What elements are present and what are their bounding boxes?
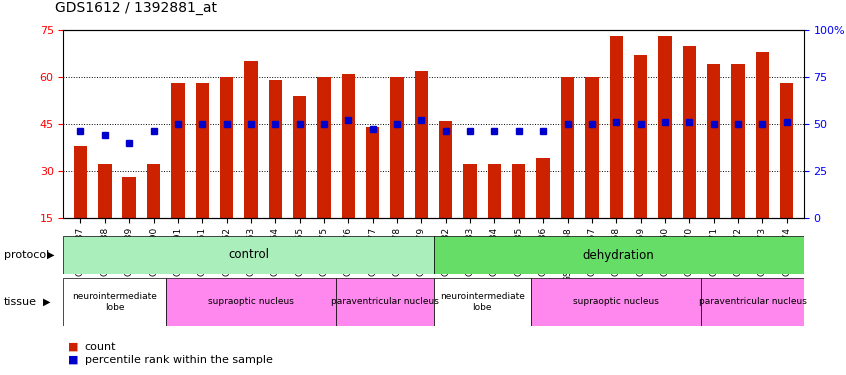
Bar (336, 278, 433, 326)
Bar (342, 74, 355, 217)
Bar (171, 83, 184, 218)
Bar (268, 80, 282, 218)
Text: ▶: ▶ (43, 297, 51, 307)
Bar (731, 64, 744, 218)
Bar (755, 52, 769, 217)
Bar (415, 70, 428, 217)
Bar (561, 77, 574, 218)
Bar (317, 77, 331, 218)
Bar (147, 164, 160, 218)
Bar (433, 236, 804, 274)
Bar (531, 278, 701, 326)
Bar (63, 236, 433, 274)
Bar (439, 121, 453, 218)
Bar (366, 127, 379, 218)
Bar (536, 158, 550, 218)
Bar (220, 77, 233, 218)
Text: protocol: protocol (4, 250, 49, 260)
Text: paraventricular nucleus: paraventricular nucleus (331, 297, 439, 306)
Text: ■: ■ (68, 342, 78, 352)
Text: ▶: ▶ (47, 250, 55, 260)
Bar (488, 164, 501, 218)
Bar (166, 278, 336, 326)
Bar (390, 77, 404, 218)
Bar (464, 164, 477, 218)
Bar (74, 146, 87, 218)
Bar (634, 55, 647, 217)
Bar (707, 64, 720, 218)
Bar (123, 177, 136, 218)
Bar (701, 278, 804, 326)
Bar (609, 36, 623, 218)
Bar (585, 77, 599, 218)
Text: tissue: tissue (4, 297, 37, 307)
Text: percentile rank within the sample: percentile rank within the sample (85, 355, 272, 365)
Bar (63, 278, 166, 326)
Text: supraoptic nucleus: supraoptic nucleus (574, 297, 659, 306)
Bar (512, 164, 525, 218)
Text: count: count (85, 342, 116, 352)
Bar (658, 36, 672, 218)
Text: dehydration: dehydration (583, 249, 655, 261)
Bar (293, 96, 306, 218)
Text: supraoptic nucleus: supraoptic nucleus (208, 297, 294, 306)
Bar (683, 46, 696, 218)
Bar (98, 164, 112, 218)
Bar (244, 61, 258, 217)
Bar (433, 278, 531, 326)
Bar (195, 83, 209, 218)
Text: neurointermediate
lobe: neurointermediate lobe (72, 292, 157, 312)
Text: ■: ■ (68, 355, 78, 365)
Bar (780, 83, 794, 218)
Text: paraventricular nucleus: paraventricular nucleus (699, 297, 806, 306)
Text: control: control (228, 249, 269, 261)
Text: GDS1612 / 1392881_at: GDS1612 / 1392881_at (55, 1, 217, 15)
Text: neurointermediate
lobe: neurointermediate lobe (440, 292, 525, 312)
